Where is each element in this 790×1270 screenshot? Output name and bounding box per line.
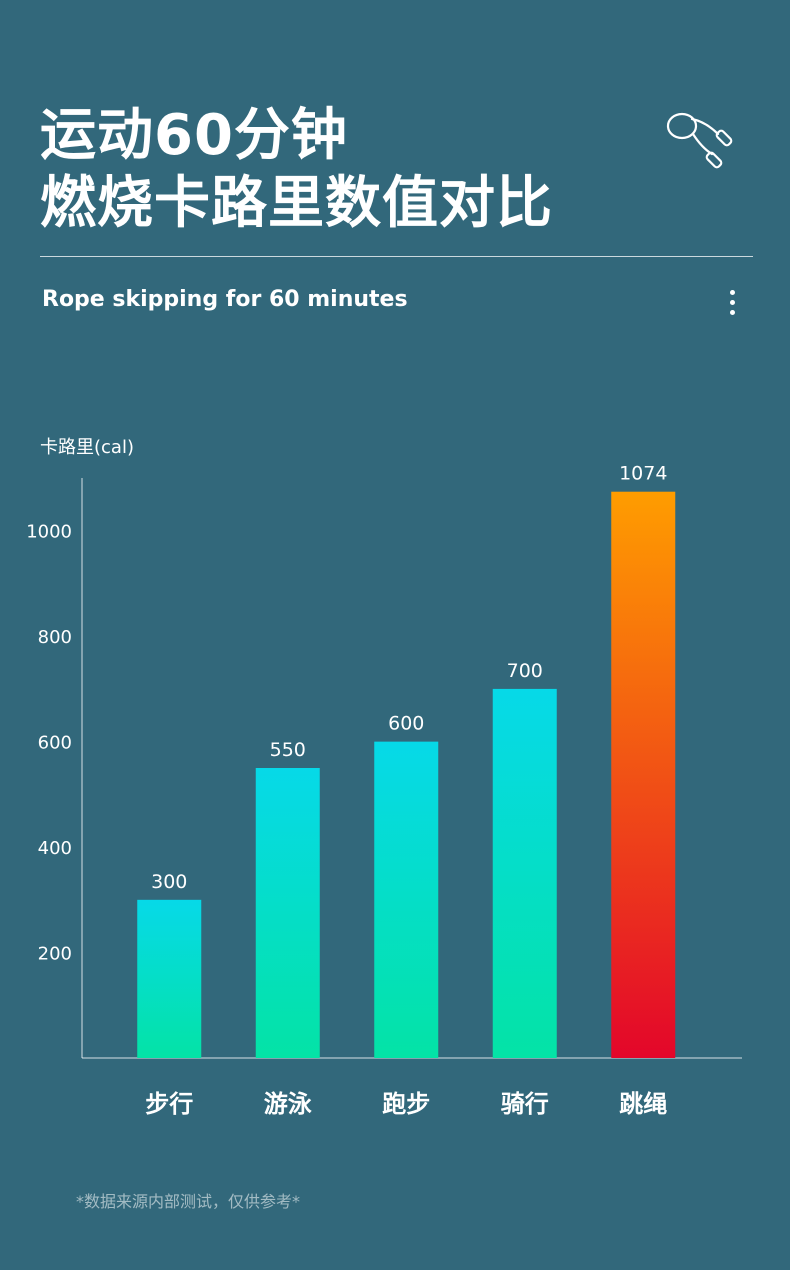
header-divider bbox=[40, 256, 753, 257]
y-tick-label: 1000 bbox=[26, 522, 72, 543]
bar-1 bbox=[137, 899, 202, 1058]
x-tick-label: 骑行 bbox=[501, 1090, 549, 1118]
bar-chart: 200 400 600 800 1000 300 步行 550 游泳 600 跑步 700 骑行 1074… bbox=[26, 463, 742, 1118]
jump-rope-icon bbox=[666, 112, 733, 169]
x-tick-label: 跳绳 bbox=[619, 1090, 667, 1118]
title-line-1: 运动60分钟 bbox=[40, 103, 348, 168]
data-label: 1074 bbox=[619, 463, 667, 485]
y-tick-label: 200 bbox=[38, 944, 72, 965]
data-label: 700 bbox=[507, 660, 543, 682]
subtitle: Rope skipping for 60 minutes bbox=[42, 287, 408, 312]
y-tick-label: 400 bbox=[38, 838, 72, 859]
y-tick-label: 800 bbox=[38, 627, 72, 648]
bar-3 bbox=[374, 741, 439, 1058]
x-tick-label: 步行 bbox=[145, 1090, 193, 1118]
x-tick-label: 跑步 bbox=[382, 1090, 430, 1118]
more-dot bbox=[729, 310, 735, 315]
x-tick-label: 游泳 bbox=[264, 1090, 313, 1118]
title-line-2: 燃烧卡路里数值对比 bbox=[40, 171, 553, 236]
bar-4 bbox=[492, 688, 557, 1058]
data-label: 300 bbox=[151, 871, 187, 893]
page-title: 运动60分钟 燃烧卡路里数值对比 bbox=[40, 102, 553, 238]
y-tick-label: 600 bbox=[38, 733, 72, 754]
bar-2 bbox=[255, 768, 320, 1058]
footnote: *数据来源内部测试，仅供参考* bbox=[76, 1192, 301, 1211]
y-axis-label: 卡路里(cal) bbox=[40, 437, 134, 458]
more-vertical-icon[interactable] bbox=[724, 290, 740, 320]
data-label: 600 bbox=[388, 713, 424, 735]
bar-5 bbox=[611, 491, 676, 1058]
data-label: 550 bbox=[270, 739, 306, 761]
more-dot bbox=[729, 290, 735, 295]
more-dot bbox=[729, 300, 735, 305]
